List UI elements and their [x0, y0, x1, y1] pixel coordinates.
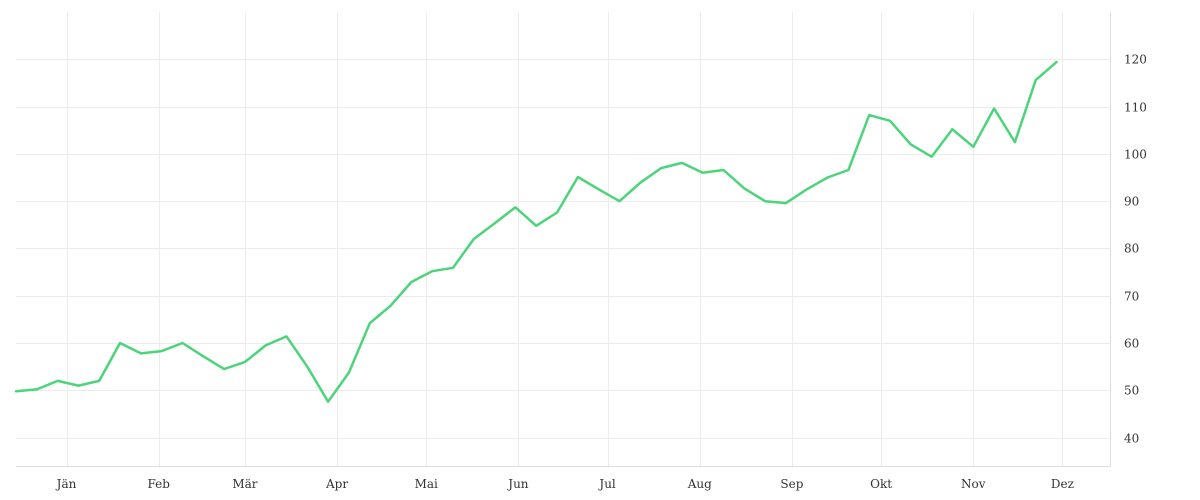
x-tick-label: Apr [325, 477, 348, 491]
y-tick-label: 90 [1124, 195, 1139, 209]
x-tick-label: Nov [961, 477, 986, 491]
y-tick-label: 100 [1124, 148, 1147, 162]
x-tick-label: Sep [780, 477, 803, 491]
x-tick-label: Mär [232, 477, 257, 491]
x-tick-label: Jän [55, 477, 77, 491]
x-tick-label: Feb [147, 477, 170, 491]
series-line-1 [14, 60, 1058, 403]
axes [16, 12, 1111, 467]
y-tick-label: 80 [1124, 242, 1139, 256]
horizontal-gridlines [16, 59, 1110, 439]
x-tick-label: Okt [870, 477, 892, 491]
x-tick-label: Jun [506, 477, 529, 491]
vertical-gridlines [67, 12, 1063, 466]
x-tick-labels: Jän Feb Mär Apr Mai Jun Jul Aug Sep Okt Nov Dez [55, 477, 1074, 491]
y-tick-label: 60 [1124, 337, 1139, 351]
series-layer [14, 60, 1058, 403]
y-tick-label: 120 [1124, 53, 1147, 67]
x-tick-label: Aug [687, 477, 712, 491]
x-tick-label: Mai [415, 477, 438, 491]
x-tick-label: Jul [597, 477, 616, 491]
y-tick-label: 40 [1124, 432, 1139, 446]
y-tick-label: 70 [1124, 290, 1139, 304]
y-tick-labels: 40 50 60 70 80 90 100 110 120 [1124, 53, 1147, 446]
y-tick-label: 50 [1124, 384, 1139, 398]
y-tick-label: 110 [1124, 101, 1147, 115]
x-tick-label: Dez [1051, 477, 1074, 491]
